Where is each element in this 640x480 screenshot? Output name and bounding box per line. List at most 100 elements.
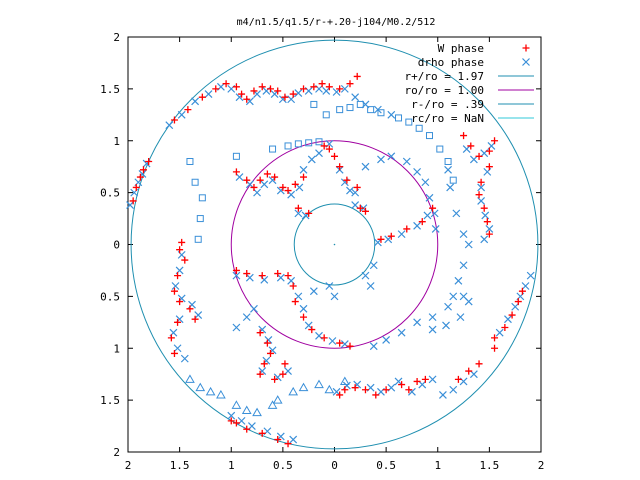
drho-phase-point [462, 145, 471, 153]
drho-phase-point [423, 211, 432, 220]
w-phase-point [361, 386, 369, 394]
w-phase-point [465, 367, 473, 375]
w-phase-point [336, 391, 344, 399]
drho-phase-point [431, 225, 440, 233]
w-phase-point [250, 183, 258, 191]
legend-label: W phase [438, 42, 484, 55]
drho-phase-point [477, 183, 486, 192]
w-phase-point [263, 339, 271, 347]
w-phase-point [353, 183, 361, 191]
drho-phase-point [504, 315, 512, 324]
w-phase-point [174, 272, 182, 280]
w-phase-point [485, 147, 493, 155]
w-phase-point [281, 360, 289, 368]
w-phase-point [266, 349, 274, 357]
drho-phase-point [307, 155, 316, 164]
w-phase-point [475, 360, 483, 368]
y-tick-label: 0.5 [100, 290, 120, 303]
w-phase-point [514, 298, 522, 306]
w-phase-point [232, 419, 240, 427]
w-phase-point [491, 334, 499, 342]
drho-phase-point [477, 197, 486, 205]
w-phase-point [238, 90, 246, 98]
w-phase-point [300, 85, 308, 93]
w-phase-point [258, 429, 266, 437]
w-phase-point [325, 83, 333, 91]
w-phase-point [343, 176, 351, 184]
drho-phase-point [177, 110, 186, 119]
w-phase-point [243, 176, 251, 184]
drho-phase-point [387, 110, 396, 119]
w-phase-point [191, 315, 199, 323]
box-point [284, 142, 292, 150]
x-tick-label: 1 [228, 459, 235, 472]
w-phase-point [501, 324, 509, 331]
drho-phase-point [442, 321, 450, 330]
circle-rro [293, 203, 376, 286]
y-tick-label: 1.5 [100, 83, 120, 96]
w-phase-point [256, 176, 264, 184]
w-phase-point [132, 183, 140, 191]
box-point [186, 158, 194, 165]
box-point [436, 145, 444, 153]
w-phase-point [279, 370, 287, 378]
drho-phase-point [180, 354, 189, 363]
w-phase-point [232, 83, 240, 91]
w-phase-point [266, 85, 274, 93]
w-phase-point [184, 106, 192, 114]
drho-phase-point [394, 377, 403, 386]
drho-phase-point [295, 183, 304, 192]
data-points [126, 72, 535, 448]
drho-phase-point [521, 282, 530, 290]
w-phase-point [331, 152, 338, 160]
triangle-point [205, 386, 216, 396]
triangle-point [339, 376, 350, 385]
drho-phase-point [250, 304, 258, 313]
w-phase-point [325, 145, 333, 153]
w-phase-point [294, 204, 302, 212]
drho-phase-point [171, 282, 180, 290]
drho-phase-point [428, 375, 437, 384]
drho-phase-point [315, 149, 323, 158]
drho-phase-point [495, 328, 504, 337]
w-phase-point [475, 152, 483, 160]
w-phase-point [281, 93, 289, 101]
y-tick-label: 0 [113, 239, 120, 252]
w-phase-point [372, 391, 380, 399]
drho-phase-point [459, 230, 468, 239]
drho-phase-point [322, 87, 331, 95]
w-phase-point [491, 137, 499, 145]
drho-phase-point [369, 261, 378, 270]
w-phase-point [398, 381, 406, 389]
drho-phase-point [369, 342, 378, 351]
box-point [425, 132, 433, 140]
drho-phase-point [397, 230, 406, 239]
drho-phase-point [480, 235, 489, 244]
w-phase-point [256, 329, 264, 337]
w-phase-point [274, 270, 282, 278]
drho-phase-point [361, 162, 370, 171]
drho-phase-point [421, 178, 430, 187]
drho-phase-point [449, 385, 458, 394]
box-point [405, 118, 413, 126]
w-phase-point [284, 272, 292, 280]
drho-phase-point [332, 387, 341, 396]
box-point [377, 109, 385, 117]
y-tick-label: 2 [113, 31, 120, 44]
w-phase-point [356, 204, 364, 212]
drho-phase-point [264, 336, 273, 344]
w-phase-point [477, 178, 485, 186]
w-phase-point [260, 360, 268, 368]
w-phase-point [518, 287, 526, 295]
w-phase-point [351, 384, 359, 392]
drho-phase-point [253, 90, 261, 98]
w-phase-point [300, 173, 308, 181]
box-point [194, 235, 202, 243]
triangle-point [288, 386, 299, 396]
drho-phase-point [245, 273, 254, 282]
w-phase-point [310, 83, 318, 91]
drho-phase-point [253, 188, 261, 197]
box-point [449, 176, 457, 184]
w-phase-point [377, 235, 385, 243]
circle-rro [130, 39, 539, 450]
